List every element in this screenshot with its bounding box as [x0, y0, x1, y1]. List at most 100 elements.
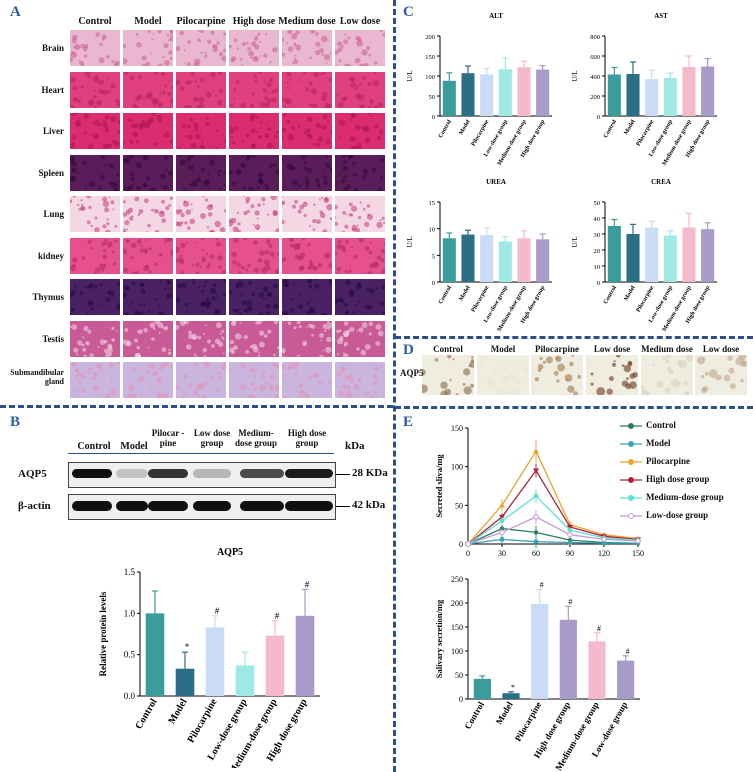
tile-texture [259, 101, 265, 107]
x-tick-label: Control [438, 285, 453, 306]
y-axis-label: Secreted sliva/mg [434, 454, 444, 518]
histology-tile [229, 237, 279, 274]
tile-texture [97, 345, 100, 348]
tile-texture [299, 389, 306, 397]
tile-texture [295, 30, 300, 35]
tile-texture [323, 175, 328, 179]
tile-texture [367, 214, 373, 220]
tile-texture [322, 114, 328, 120]
tile-texture [70, 200, 72, 203]
tile-texture [287, 30, 293, 35]
tile-texture [154, 320, 160, 325]
tile-texture [148, 269, 152, 273]
tile-texture [138, 375, 145, 382]
tile-texture [249, 367, 256, 373]
tile-texture [188, 162, 191, 164]
tile-texture [104, 347, 109, 353]
tile-texture [156, 114, 162, 121]
tile-texture [307, 362, 310, 363]
tile-texture [347, 303, 349, 306]
tile-texture [70, 294, 72, 298]
tile-texture [137, 213, 141, 216]
tile-texture [372, 261, 379, 268]
x-tick-label: 120 [598, 549, 610, 558]
tile-texture [322, 125, 327, 130]
tile-texture [123, 292, 128, 298]
tile-texture [374, 366, 379, 371]
tile-texture [295, 253, 300, 259]
tile-texture [80, 388, 86, 393]
ihc-texture [434, 358, 439, 362]
blot-marker-label: 28 KDa [352, 467, 388, 479]
tile-texture [90, 265, 92, 268]
data-point [533, 468, 539, 474]
ihc-column-label: Low dose [593, 344, 631, 354]
tile-texture [240, 102, 247, 108]
tile-texture [240, 384, 247, 391]
y-tick-label: 30 [594, 232, 601, 239]
tile-texture [349, 136, 355, 142]
tile-texture [159, 92, 162, 95]
ihc-texture [463, 386, 472, 395]
histology-tile [123, 279, 173, 315]
tile-texture [177, 147, 181, 149]
y-tick-label: 0 [459, 540, 463, 549]
ihc-texture [447, 355, 452, 359]
ihc-texture [662, 356, 667, 361]
ihc-texture [686, 355, 693, 362]
series-line [467, 516, 639, 545]
histology-tile [282, 279, 332, 315]
tile-texture [77, 203, 80, 207]
tile-texture [309, 56, 312, 59]
histology-tile [229, 279, 279, 315]
ihc-texture [716, 374, 722, 381]
tile-texture [179, 154, 183, 157]
tile-texture [187, 40, 191, 44]
tile-texture [231, 56, 237, 62]
tile-texture [286, 80, 289, 84]
tile-texture [209, 253, 215, 259]
y-tick-label: 0.5 [124, 650, 136, 660]
y-tick-label: 600 [590, 54, 600, 61]
tile-texture [162, 134, 165, 137]
tile-texture [216, 296, 218, 298]
tile-texture [70, 104, 75, 108]
tile-texture [241, 154, 244, 158]
tile-texture [223, 140, 226, 144]
blot-lane-label: Control [77, 441, 111, 452]
ihc-texture [469, 360, 474, 368]
tile-texture [192, 281, 196, 285]
tile-texture [135, 185, 141, 191]
x-tick-label: Model [458, 285, 472, 302]
ihc-texture [566, 378, 569, 381]
tile-texture [189, 382, 192, 385]
tile-texture [159, 364, 165, 370]
tile-texture [102, 143, 109, 149]
x-tick-label: Control [462, 700, 486, 731]
tile-texture [158, 311, 164, 315]
tile-texture [377, 101, 384, 107]
tile-texture [356, 329, 359, 332]
tile-texture [186, 310, 189, 313]
tile-texture [179, 85, 185, 91]
tile-background [123, 362, 173, 398]
tile-texture [156, 379, 160, 383]
tile-texture [247, 364, 250, 367]
ihc-texture [553, 370, 559, 376]
bar [175, 668, 195, 696]
tile-texture [119, 284, 120, 287]
tile-texture [274, 163, 277, 166]
tile-texture [336, 266, 341, 271]
tile-texture [360, 349, 367, 355]
tile-texture [297, 354, 300, 357]
tile-texture [123, 185, 130, 191]
data-point [533, 448, 539, 454]
tile-texture [98, 186, 102, 190]
significance-mark: # [597, 624, 601, 633]
tile-texture [298, 304, 303, 310]
tile-texture [218, 187, 221, 190]
tile-texture [204, 301, 211, 308]
tile-texture [166, 297, 168, 300]
ihc-texture [735, 357, 744, 366]
tile-texture [274, 134, 278, 138]
